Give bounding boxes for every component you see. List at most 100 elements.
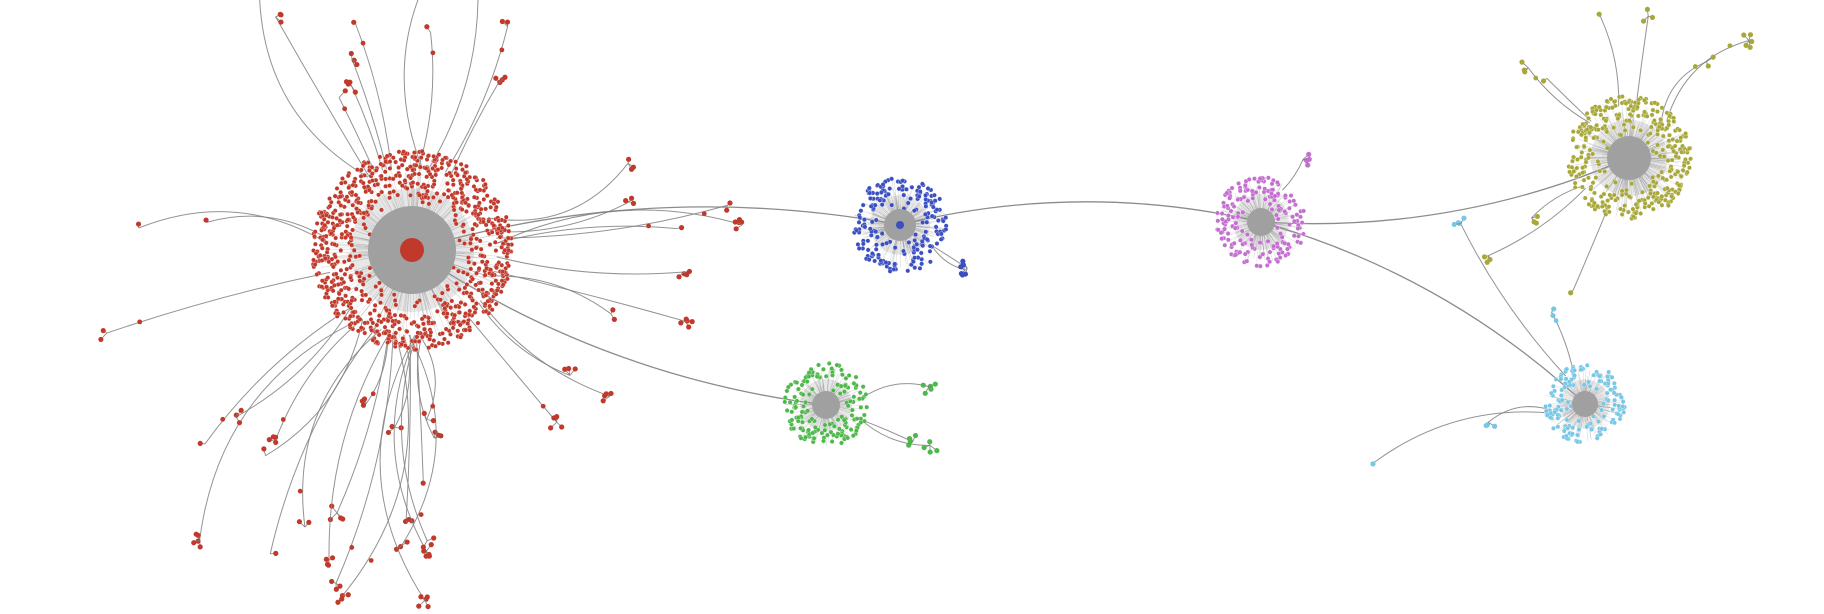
- member-node: [819, 430, 825, 436]
- member-node: [373, 284, 379, 289]
- member-node: [1242, 251, 1248, 257]
- member-node: [477, 238, 483, 244]
- branch-node: [430, 403, 436, 409]
- leaf-node: [338, 515, 344, 521]
- member-node: [855, 242, 861, 247]
- member-node: [360, 180, 366, 186]
- member-node: [799, 409, 805, 415]
- member-node: [884, 240, 889, 246]
- leaf-node: [1461, 215, 1467, 221]
- member-node: [1272, 193, 1278, 199]
- member-node: [842, 389, 847, 395]
- member-node: [1616, 403, 1622, 409]
- leaf-node: [193, 531, 199, 537]
- member-node: [838, 383, 844, 389]
- leaf-node: [676, 274, 682, 280]
- member-node: [846, 373, 852, 378]
- branch-edge: [1635, 16, 1649, 106]
- cluster-blue: [851, 176, 969, 278]
- leaf-node: [1551, 306, 1557, 312]
- member-node: [466, 259, 472, 265]
- member-node: [361, 210, 367, 216]
- member-node: [1552, 388, 1557, 394]
- member-node: [862, 224, 868, 230]
- member-node: [393, 302, 399, 308]
- member-node: [499, 278, 505, 284]
- member-node: [453, 159, 458, 165]
- leaf-node: [1484, 422, 1490, 428]
- leaf-node: [345, 81, 351, 87]
- member-node: [495, 199, 501, 205]
- leaf-node: [608, 390, 614, 397]
- member-node: [331, 264, 336, 270]
- branch-node: [368, 558, 374, 563]
- member-node: [332, 242, 337, 247]
- member-node: [493, 248, 499, 253]
- member-node: [346, 185, 352, 191]
- member-node: [929, 200, 934, 205]
- member-node: [1275, 180, 1280, 185]
- member-node: [374, 339, 380, 345]
- branch-edge: [1666, 39, 1750, 122]
- member-node: [458, 300, 464, 305]
- member-node: [1598, 112, 1604, 118]
- member-node: [865, 247, 871, 253]
- member-node: [1609, 375, 1615, 380]
- leaf-node: [335, 599, 341, 605]
- member-node: [825, 432, 830, 438]
- member-node: [1228, 208, 1234, 214]
- member-node: [1659, 105, 1665, 111]
- member-node: [385, 340, 391, 345]
- member-node: [1655, 109, 1660, 114]
- member-node: [1669, 193, 1674, 199]
- member-node: [1633, 202, 1639, 207]
- leaf-node: [1531, 219, 1537, 225]
- branch-edge: [418, 334, 436, 420]
- member-node: [912, 265, 918, 271]
- member-node: [1603, 211, 1609, 217]
- member-node: [879, 202, 885, 208]
- member-node: [1575, 157, 1580, 162]
- member-node: [474, 301, 479, 306]
- member-node: [472, 261, 477, 267]
- member-node: [1235, 197, 1241, 202]
- branch-node: [297, 488, 303, 494]
- member-node: [496, 260, 502, 265]
- branch-edge: [1460, 223, 1567, 377]
- member-node: [455, 328, 461, 334]
- member-node: [809, 386, 815, 392]
- member-node: [426, 345, 432, 351]
- branch-node: [1533, 75, 1539, 81]
- member-node: [923, 192, 928, 198]
- member-node: [393, 340, 398, 346]
- member-node: [1239, 228, 1245, 234]
- member-node: [460, 167, 465, 172]
- member-node: [1253, 190, 1259, 195]
- member-node: [354, 270, 360, 276]
- member-node: [1591, 135, 1597, 141]
- member-node: [1593, 175, 1599, 181]
- member-node: [805, 408, 810, 414]
- member-node: [445, 188, 451, 193]
- member-node: [829, 439, 835, 444]
- member-node: [1660, 147, 1666, 153]
- member-node: [1278, 231, 1283, 236]
- edges-layer: [411, 157, 1630, 406]
- member-node: [876, 252, 881, 258]
- member-node: [828, 429, 834, 435]
- member-node: [1683, 157, 1688, 162]
- member-node: [1664, 185, 1670, 191]
- member-node: [404, 166, 410, 172]
- member-node: [1660, 133, 1666, 139]
- member-node: [880, 182, 886, 187]
- leaf-node: [329, 555, 336, 561]
- member-node: [338, 248, 344, 253]
- leaf-node: [1568, 290, 1574, 296]
- leaf-node: [502, 74, 508, 80]
- member-node: [483, 182, 488, 187]
- cluster-cyan: [1370, 215, 1627, 467]
- branch-edge: [1531, 185, 1585, 219]
- member-node: [321, 217, 327, 222]
- member-node: [506, 235, 511, 241]
- leaf-node: [100, 327, 106, 334]
